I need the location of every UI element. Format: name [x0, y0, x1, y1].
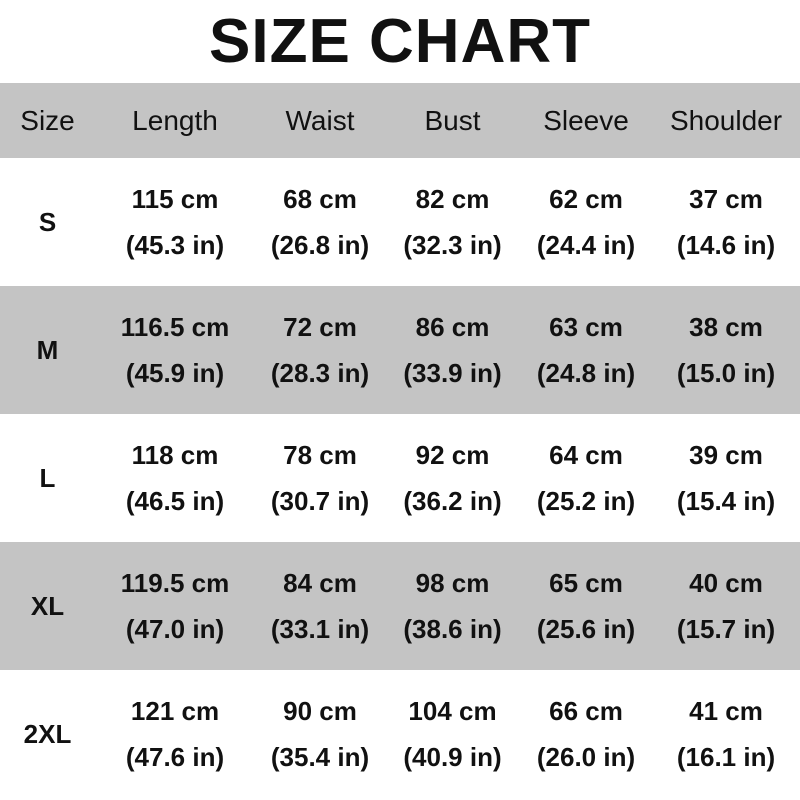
table-cell-bust: 104 cm (40.9 in)	[385, 688, 520, 780]
value-in: (15.7 in)	[676, 614, 776, 644]
value-in: (38.6 in)	[403, 614, 502, 644]
value-cm: 86 cm	[415, 312, 490, 342]
table-cell-waist: 68 cm (26.8 in)	[255, 176, 385, 268]
value-cm: 92 cm	[415, 440, 490, 470]
value-in: (45.9 in)	[125, 358, 225, 388]
table-cell-length: 119.5 cm (47.0 in)	[95, 560, 255, 652]
column-header-length: Length	[132, 104, 218, 136]
table-row: S 115 cm (45.3 in) 68 cm (26.8 in) 82 cm (32.3…	[0, 158, 800, 286]
value-cm: 84 cm	[283, 568, 357, 598]
value-cm: 98 cm	[415, 568, 490, 598]
table-cell-waist: 84 cm (33.1 in)	[255, 560, 385, 652]
value-cm: 118 cm	[131, 440, 219, 470]
table-cell-length: 121 cm (47.6 in)	[95, 688, 255, 780]
table-cell-sleeve: 63 cm (24.8 in)	[520, 304, 652, 396]
table-cell-waist: 72 cm (28.3 in)	[255, 304, 385, 396]
table-cell-waist: 90 cm (35.4 in)	[255, 688, 385, 780]
table-cell-shoulder: 37 cm (14.6 in)	[652, 176, 800, 268]
value-in: (46.5 in)	[125, 486, 225, 516]
value-in: (25.6 in)	[536, 614, 636, 644]
table-cell-sleeve: 62 cm (24.4 in)	[520, 176, 652, 268]
value-in: (26.0 in)	[536, 742, 636, 772]
table-cell-length: 115 cm (45.3 in)	[95, 176, 255, 268]
value-cm: 37 cm	[689, 184, 763, 214]
value-in: (30.7 in)	[270, 486, 370, 516]
table-row: L 118 cm (46.5 in) 78 cm (30.7 in) 92 cm (36.2…	[0, 414, 800, 542]
value-cm: 68 cm	[283, 184, 357, 214]
value-cm: 64 cm	[549, 440, 623, 470]
table-body: S 115 cm (45.3 in) 68 cm (26.8 in) 82 cm (32.3…	[0, 158, 800, 798]
value-in: (33.1 in)	[270, 614, 370, 644]
value-cm: 65 cm	[549, 568, 623, 598]
table-cell-bust: 98 cm (38.6 in)	[385, 560, 520, 652]
value-in: (16.1 in)	[676, 742, 776, 772]
value-in: (47.0 in)	[125, 614, 225, 644]
value-cm: 38 cm	[689, 312, 763, 342]
value-in: (15.4 in)	[676, 486, 776, 516]
table-header: Size Length Waist Bust Sleeve Shoulder	[0, 83, 800, 158]
value-cm: 82 cm	[415, 184, 490, 214]
value-cm: 72 cm	[283, 312, 357, 342]
size-label: L	[39, 463, 56, 493]
table-cell-shoulder: 39 cm (15.4 in)	[652, 432, 800, 524]
table-row: M 116.5 cm (45.9 in) 72 cm (28.3 in) 86 cm (33…	[0, 286, 800, 414]
table-cell-length: 116.5 cm (45.9 in)	[95, 304, 255, 396]
value-cm: 78 cm	[283, 440, 357, 470]
table-cell-sleeve: 64 cm (25.2 in)	[520, 432, 652, 524]
value-cm: 116.5 cm	[120, 312, 230, 342]
size-label: M	[36, 335, 59, 365]
size-label: XL	[30, 591, 65, 621]
column-header-bust: Bust	[424, 104, 481, 136]
table-row: 2XL 121 cm (47.6 in) 90 cm (35.4 in) 104 cm (4…	[0, 670, 800, 798]
value-in: (24.4 in)	[536, 230, 636, 260]
table-cell-bust: 86 cm (33.9 in)	[385, 304, 520, 396]
column-header-waist: Waist	[285, 104, 355, 136]
table-cell-waist: 78 cm (30.7 in)	[255, 432, 385, 524]
value-in: (14.6 in)	[676, 230, 776, 260]
value-cm: 40 cm	[689, 568, 763, 598]
value-in: (40.9 in)	[403, 742, 502, 772]
table-cell-shoulder: 40 cm (15.7 in)	[652, 560, 800, 652]
value-cm: 41 cm	[689, 696, 763, 726]
table-row: XL 119.5 cm (47.0 in) 84 cm (33.1 in) 98 cm (3…	[0, 542, 800, 670]
value-in: (45.3 in)	[125, 230, 225, 260]
table-cell-bust: 82 cm (32.3 in)	[385, 176, 520, 268]
value-in: (15.0 in)	[676, 358, 776, 388]
value-cm: 115 cm	[131, 184, 219, 214]
value-in: (47.6 in)	[125, 742, 225, 772]
value-in: (32.3 in)	[403, 230, 502, 260]
table-cell-shoulder: 38 cm (15.0 in)	[652, 304, 800, 396]
size-label: S	[38, 207, 57, 237]
column-header-sleeve: Sleeve	[543, 104, 629, 136]
value-cm: 66 cm	[549, 696, 623, 726]
value-in: (25.2 in)	[536, 486, 636, 516]
value-cm: 62 cm	[549, 184, 623, 214]
value-cm: 63 cm	[549, 312, 623, 342]
column-header-size: Size	[20, 104, 75, 136]
value-in: (28.3 in)	[270, 358, 370, 388]
table-cell-sleeve: 65 cm (25.6 in)	[520, 560, 652, 652]
value-cm: 121 cm	[130, 696, 220, 726]
value-cm: 90 cm	[283, 696, 357, 726]
value-in: (35.4 in)	[270, 742, 370, 772]
table-cell-sleeve: 66 cm (26.0 in)	[520, 688, 652, 780]
value-cm: 104 cm	[408, 696, 497, 726]
size-label: 2XL	[23, 719, 72, 749]
table-cell-bust: 92 cm (36.2 in)	[385, 432, 520, 524]
page-title: SIZE CHART	[209, 7, 591, 76]
value-in: (33.9 in)	[403, 358, 502, 388]
table-cell-length: 118 cm (46.5 in)	[95, 432, 255, 524]
value-in: (26.8 in)	[270, 230, 370, 260]
value-cm: 119.5 cm	[120, 568, 230, 598]
value-in: (24.8 in)	[536, 358, 636, 388]
column-header-shoulder: Shoulder	[669, 104, 783, 136]
table-cell-shoulder: 41 cm (16.1 in)	[652, 688, 800, 780]
value-in: (36.2 in)	[403, 486, 502, 516]
value-cm: 39 cm	[689, 440, 763, 470]
